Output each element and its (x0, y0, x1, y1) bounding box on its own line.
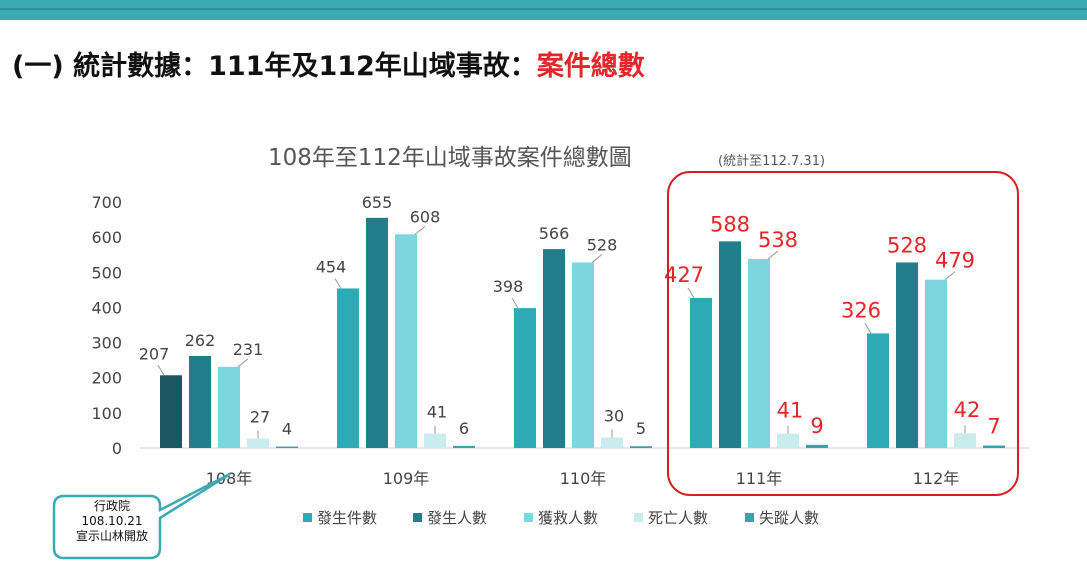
leader-line (414, 225, 426, 235)
bar (983, 445, 1005, 448)
callout-note: 行政院 108.10.21 宣示山林開放 (56, 499, 168, 544)
data-label: 655 (362, 193, 393, 212)
bar (247, 438, 269, 448)
bar (424, 433, 446, 448)
data-label: 326 (841, 298, 881, 322)
data-label: 528 (587, 235, 618, 254)
callout-line-3: 宣示山林開放 (75, 529, 148, 543)
y-tick-label: 700 (91, 193, 122, 212)
y-tick-label: 400 (91, 298, 122, 317)
data-label: 9 (810, 414, 823, 438)
data-label: 398 (493, 277, 524, 296)
callout-bubble (52, 472, 231, 560)
leader-line (687, 287, 695, 299)
bar (925, 279, 947, 448)
bar (276, 446, 298, 448)
data-label: 427 (664, 263, 704, 287)
leader-line (511, 297, 519, 309)
data-label: 262 (185, 331, 216, 350)
data-label: 4 (282, 420, 292, 439)
legend-label: 發生件數 (317, 509, 377, 527)
legend-label: 發生人數 (427, 509, 487, 527)
bar (218, 366, 240, 448)
y-tick-label: 0 (112, 439, 122, 458)
data-label: 5 (636, 419, 646, 438)
callout-line-1: 行政院 (93, 499, 130, 513)
legend-swatch (303, 513, 312, 522)
bar (543, 249, 565, 448)
bar (337, 288, 359, 448)
data-label: 7 (987, 415, 1000, 439)
page-title-highlight: 案件總數 (536, 51, 645, 82)
data-label: 231 (233, 340, 264, 359)
leader-line (237, 358, 249, 368)
data-label: 30 (604, 406, 624, 425)
y-tick-label: 300 (91, 334, 122, 353)
data-label: 479 (935, 249, 975, 273)
bar (690, 297, 712, 448)
x-tick-label: 112年 (913, 469, 960, 488)
bar (867, 333, 889, 448)
leader-line (157, 364, 165, 376)
bar (748, 258, 770, 448)
data-label: 41 (777, 399, 804, 423)
leader-line (767, 250, 779, 260)
bar (777, 433, 799, 448)
bar (189, 355, 211, 448)
bar (954, 433, 976, 448)
x-tick-label: 109年 (383, 469, 430, 488)
data-label: 454 (316, 257, 347, 276)
y-tick-label: 100 (91, 404, 122, 423)
y-tick-label: 500 (91, 263, 122, 282)
bar (395, 234, 417, 448)
bar (630, 446, 652, 448)
leader-line (334, 278, 342, 289)
bar (806, 444, 828, 448)
data-label: 6 (459, 419, 469, 438)
bar (160, 375, 182, 448)
bar (514, 308, 536, 448)
top-banner-bar (0, 0, 1087, 20)
x-tick-label: 111年 (736, 469, 783, 488)
leader-line (944, 271, 956, 281)
legend-swatch (634, 513, 643, 522)
data-label: 207 (139, 344, 170, 363)
data-label: 42 (954, 398, 981, 422)
y-tick-label: 600 (91, 228, 122, 247)
legend-label: 失蹤人數 (759, 509, 819, 527)
data-label: 41 (427, 403, 447, 422)
data-label: 566 (539, 224, 570, 243)
bar (896, 262, 918, 448)
bar (453, 445, 475, 448)
bar (366, 217, 388, 448)
legend-swatch (524, 513, 533, 522)
bar (719, 241, 741, 448)
x-tick-label: 110年 (560, 469, 607, 488)
callout-line-2: 108.10.21 (81, 514, 143, 528)
bar (601, 437, 623, 448)
page-title: (一) 統計數據：111年及112年山域事故：案件總數 (12, 44, 645, 83)
legend-label: 獲救人數 (538, 509, 598, 527)
data-label: 608 (410, 207, 441, 226)
legend-swatch (413, 513, 422, 522)
highlight-box (667, 171, 1019, 496)
leader-line (864, 323, 872, 334)
y-tick-label: 200 (91, 369, 122, 388)
data-label: 27 (250, 408, 270, 427)
bar (572, 262, 594, 448)
legend-label: 死亡人數 (648, 509, 708, 527)
chart-title: 108年至112年山域事故案件總數圖 (268, 145, 632, 171)
chart-subtitle: (統計至112.7.31) (718, 153, 825, 169)
data-label: 528 (887, 233, 927, 257)
data-label: 588 (710, 212, 750, 236)
legend-swatch (745, 513, 754, 522)
leader-line (591, 254, 603, 263)
page-title-prefix: (一) 統計數據：111年及112年山域事故： (12, 51, 537, 82)
data-label: 538 (758, 228, 798, 252)
